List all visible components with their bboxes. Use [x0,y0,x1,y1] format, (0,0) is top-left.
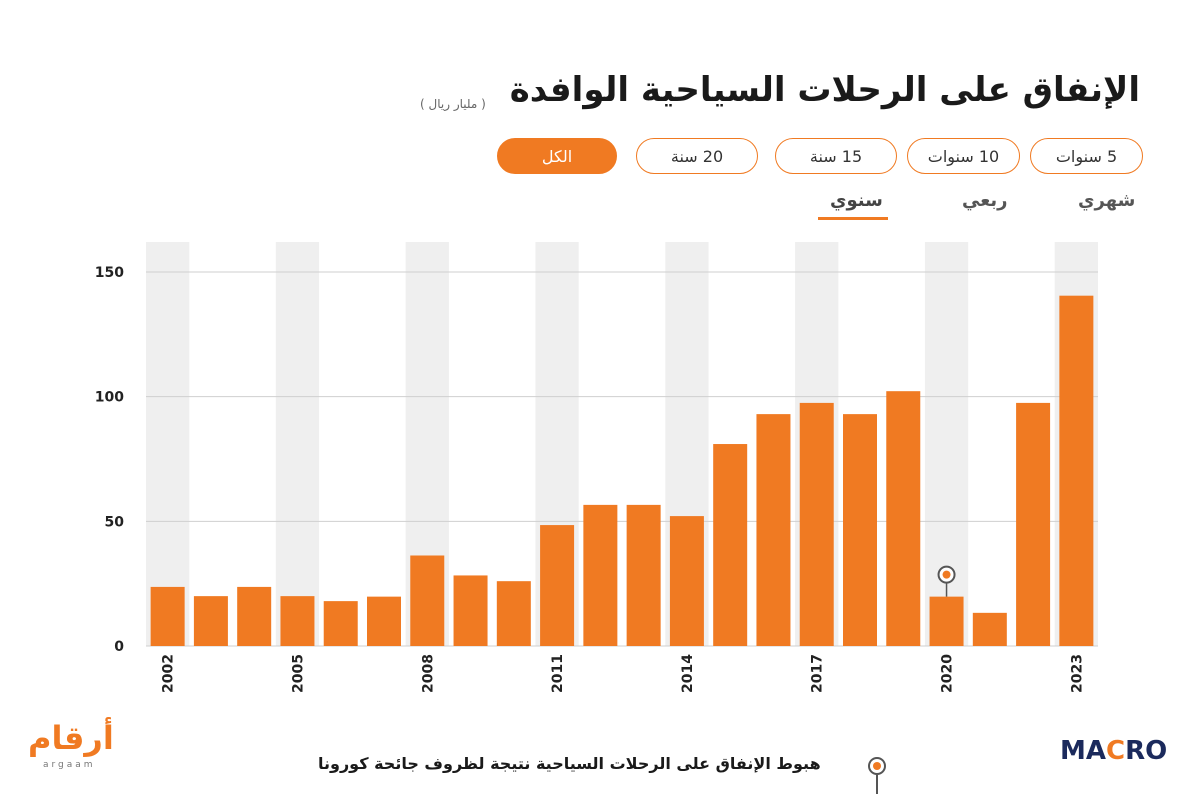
bar [929,596,964,646]
bar [583,504,618,646]
range-10-years-button[interactable]: 10 سنوات [907,138,1020,174]
bar [799,402,834,646]
unit-label: ( مليار ريال ) [420,97,486,111]
argaam-logo-sub: argaam [43,760,96,770]
bar [193,596,228,646]
range-label: الكل [541,146,573,166]
bar [496,581,531,646]
bar [323,601,358,646]
bar [972,612,1007,646]
x-tick-label: 2008 [420,654,436,693]
bar [1016,402,1051,646]
y-tick-label: 150 [95,265,124,281]
bar [540,525,575,646]
x-tick-label: 2020 [940,654,956,693]
x-tick-label: 2014 [680,654,696,693]
year-band [146,242,190,646]
bar [367,596,401,646]
bar [453,575,488,646]
x-tick-label: 2017 [810,654,826,693]
x-tick-label: 2023 [1069,654,1085,693]
range-label: 15 سنة [809,146,863,166]
chart-title: الإنفاق على الرحلات السياحية الوافدة [509,70,1140,110]
bar [626,504,661,646]
bar [886,391,921,646]
macro-logo-part: RO [1125,736,1168,766]
range-label: 5 سنوات [1055,146,1118,166]
range-5-years-button[interactable]: 5 سنوات [1030,138,1143,174]
bar [1059,295,1094,646]
range-all-button[interactable]: الكل [497,138,617,174]
freq-monthly-tab[interactable]: شهري [1078,190,1136,211]
range-label: 10 سنوات [927,146,1000,166]
annotation-marker-icon [868,757,886,775]
x-tick-label: 2002 [161,654,177,693]
year-band [275,242,320,646]
argaam-logo: أرقام [28,719,114,757]
active-tab-indicator [818,217,888,220]
bar [150,586,185,646]
y-tick-label: 50 [105,514,125,530]
macro-logo: MACRO [1060,736,1167,766]
x-tick-label: 2005 [290,654,306,693]
bar [237,586,272,646]
y-tick-label: 100 [95,390,124,406]
bar [713,444,748,646]
annotation-legend-text: هبوط الإنفاق على الرحلات السياحية نتيجة … [318,754,821,773]
bar [756,414,791,646]
bar [843,414,877,646]
range-20-years-button[interactable]: 20 سنة [636,138,758,174]
range-label: 20 سنة [670,146,724,166]
y-tick-label: 0 [114,639,124,655]
bar [410,555,445,646]
x-tick-label: 2011 [550,654,566,693]
macro-logo-accent: C [1106,736,1126,766]
range-15-years-button[interactable]: 15 سنة [775,138,897,174]
bar [280,596,315,646]
bar [669,516,704,646]
freq-quarterly-tab[interactable]: ربعي [962,190,1008,211]
freq-annual-tab[interactable]: سنوي [830,190,883,211]
annotation-dot [942,570,951,579]
macro-logo-part: MA [1060,736,1106,766]
annotation-stem [876,775,878,794]
